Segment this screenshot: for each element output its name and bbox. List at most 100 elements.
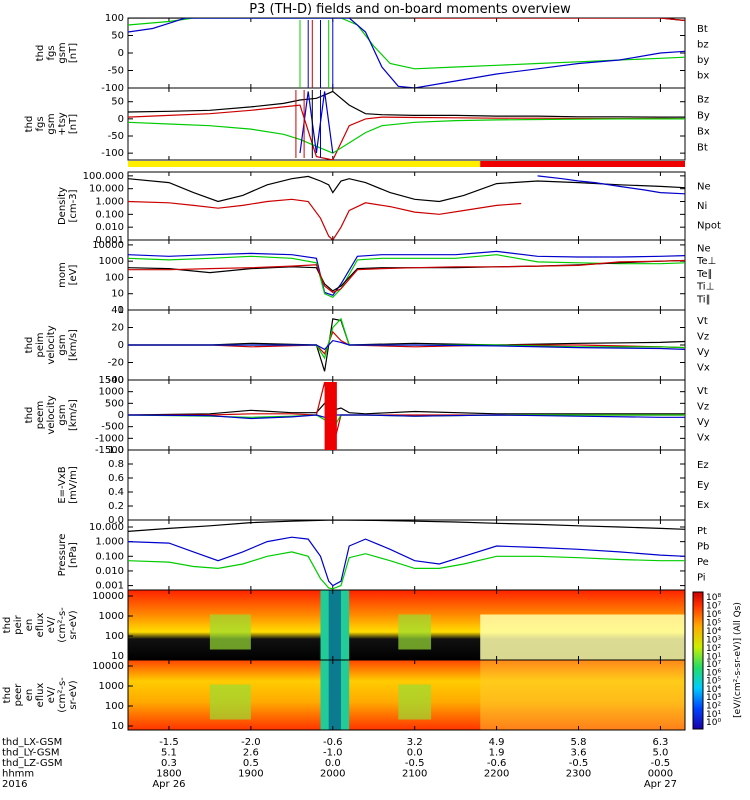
legend-label: Vy — [697, 347, 710, 358]
panel-4: 40 20 0 -20 -40 thd peim velocity gsm [km/s] Vt Vz V… — [24, 305, 710, 386]
y-axis-label: E=-VxB — [57, 466, 68, 503]
legend-label: Npot — [697, 220, 721, 231]
colorbar-tick: 10² — [706, 644, 721, 654]
y-tick-label: -500 — [101, 422, 124, 433]
y-axis-label: eV/ — [46, 686, 57, 703]
panel-8: 10000 1000 100 10 thd peir en eflux eV/(cm²-s-sr… — [2, 589, 686, 662]
x-axis-row-label: thd_LX-GSM — [2, 737, 62, 748]
y-tick-label: 0.0 — [108, 515, 124, 526]
x-axis-value: 5.1 — [161, 748, 177, 759]
series-bx — [128, 18, 685, 88]
y-tick-label: 0.100 — [95, 209, 124, 220]
x-axis-value: -2.0 — [241, 737, 261, 748]
colorbar-tick: 10⁸ — [706, 593, 721, 603]
legend-label: Ez — [697, 460, 709, 471]
legend-label: bz — [697, 40, 709, 51]
x-axis-value: 4.9 — [489, 737, 505, 748]
y-tick-label: 1.000 — [95, 537, 124, 548]
x-axis-value: 2000 — [320, 769, 345, 780]
series-Vx — [128, 339, 685, 351]
y-tick-label: 0.100 — [95, 551, 124, 562]
y-axis-label: (cm²-s- — [57, 677, 68, 713]
y-tick-label: -50 — [108, 131, 124, 142]
legend-label: Pi — [697, 573, 706, 584]
y-tick-label: 50 — [111, 97, 124, 108]
y-tick-label: 1 — [118, 305, 124, 316]
legend-label: Vx — [697, 433, 710, 444]
y-axis-label: fgs — [46, 45, 57, 60]
legend-label: Ex — [697, 500, 709, 511]
y-tick-label: 1.000 — [95, 197, 124, 208]
heatmap-patch — [398, 684, 432, 720]
y-axis-label: Density — [57, 187, 68, 225]
y-axis-label: [eV] — [68, 265, 79, 286]
legend-label: Ne — [697, 243, 711, 254]
y-tick-label: 0.010 — [95, 566, 124, 577]
x-axis-value: 0000 — [648, 769, 673, 780]
x-axis-value: -0.6 — [487, 758, 507, 769]
y-tick-label: 40 — [111, 305, 124, 316]
series-Ti⊥ — [128, 250, 685, 297]
series-group — [128, 520, 685, 590]
y-tick-label: 10 — [111, 651, 124, 662]
series-Pt — [128, 520, 685, 532]
y-axis-label: mom — [57, 262, 68, 288]
x-axis-value: 2200 — [484, 769, 509, 780]
x-axis-value: 2100 — [402, 769, 427, 780]
colorbar-tick: 10¹ — [706, 653, 721, 663]
y-tick-label: 10000 — [92, 591, 124, 602]
legend-label: Ni — [697, 201, 707, 212]
x-axis-value: 3.6 — [571, 748, 587, 759]
y-tick-label: 0.2 — [108, 501, 124, 512]
legend-label: Pe — [697, 557, 709, 568]
y-tick-label: 1.0 — [108, 445, 124, 456]
y-tick-label: 10.000 — [89, 184, 124, 195]
legend-label: Ti∥ — [696, 294, 711, 305]
y-tick-label: 10000 — [92, 661, 124, 672]
legend-label: Ti⊥ — [696, 282, 714, 293]
x-axis-value: 5.0 — [652, 748, 668, 759]
legend-label: Vt — [697, 316, 708, 327]
legend-label: Vy — [697, 417, 710, 428]
heatmap-core — [328, 660, 341, 730]
colorbar-tick: 10⁶ — [706, 668, 721, 678]
legend-label: By — [697, 110, 710, 121]
heatmap-post — [480, 614, 685, 660]
y-axis-label: thd — [24, 337, 35, 354]
y-tick-label: -20 — [108, 358, 124, 369]
x-axis-value: 1800 — [156, 769, 181, 780]
x-axis-value: 0.0 — [407, 748, 423, 759]
y-axis-label: [cm-3] — [68, 189, 79, 222]
y-axis-label: velocity — [46, 325, 57, 364]
x-axis-value: 2.6 — [243, 748, 259, 759]
x-axis-row-label: thd_LZ-GSM — [2, 758, 63, 769]
y-axis-label: [km/s] — [68, 329, 79, 361]
series-Te⊥ — [128, 259, 685, 294]
status-bar-red — [480, 161, 685, 167]
panel-frame — [127, 519, 686, 591]
series-group — [128, 382, 685, 448]
y-tick-label: 10.000 — [89, 522, 124, 533]
legend-label: Vz — [697, 332, 709, 343]
y-tick-label: -100 — [101, 83, 124, 94]
x-axis-value: Apr 27 — [644, 779, 677, 790]
y-axis-label: eV/ — [46, 616, 57, 633]
heatmap-patch — [209, 614, 251, 650]
x-axis-value: -0.6 — [323, 737, 343, 748]
heatmap-patch — [209, 684, 251, 720]
y-tick-label: 10 — [111, 289, 124, 300]
y-tick-label: 20 — [111, 323, 124, 334]
colorbar-tick: 10⁷ — [706, 660, 721, 670]
series-Pe — [128, 551, 685, 590]
panel-1: 50 0 -50 -100 thd fgs gsm +tsy [nT] Bz By Bx Bt — [24, 87, 710, 161]
y-tick-label: 100 — [105, 272, 124, 283]
y-axis-label: Pressure — [57, 534, 68, 577]
y-axis-label: peem — [35, 401, 46, 429]
y-axis-label: en — [24, 619, 35, 632]
colorbar-label: [eV/(cm²-s-sr-eV)] (All Qs) — [733, 602, 743, 718]
legend-label: Te⊥ — [696, 256, 716, 267]
y-tick-label: 0.4 — [108, 487, 124, 498]
y-axis-label: thd — [2, 687, 13, 704]
x-axis-value: 5.8 — [571, 737, 587, 748]
